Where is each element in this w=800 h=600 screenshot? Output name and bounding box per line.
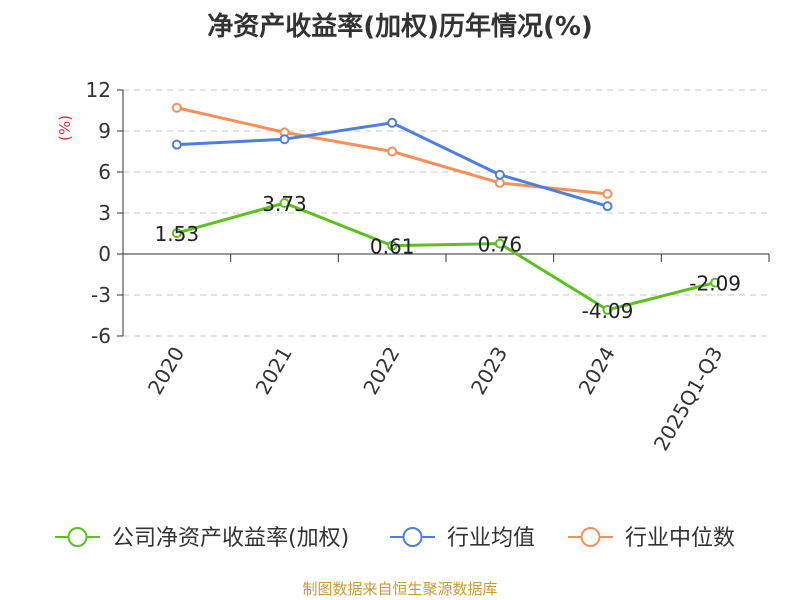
data-label: -4.09: [582, 299, 634, 323]
y-tick-label: 0: [98, 242, 111, 266]
x-tick-label: 2024: [574, 343, 620, 399]
chart-title: 净资产收益率(加权)历年情况(%): [207, 12, 593, 42]
data-point: [602, 188, 613, 199]
data-point: [279, 198, 290, 209]
data-point: [602, 304, 613, 315]
y-tick-label: -6: [91, 324, 111, 348]
legend-label: 行业中位数: [625, 526, 735, 551]
data-point: [387, 240, 398, 251]
y-tick-label: -3: [91, 283, 111, 307]
data-point: [494, 169, 505, 180]
y-tick-label: 12: [86, 78, 111, 102]
data-label: 3.73: [262, 192, 307, 216]
legend-marker: [67, 527, 88, 547]
data-point: [710, 277, 721, 288]
data-point: [171, 102, 182, 113]
x-tick-label: 2022: [358, 343, 404, 399]
legend-label: 行业均值: [447, 526, 535, 551]
data-point: [494, 238, 505, 249]
data-label: 1.53: [155, 222, 200, 246]
data-label: 0.61: [370, 235, 415, 259]
data-point: [387, 117, 398, 128]
data-point: [171, 139, 182, 150]
y-tick-label: 6: [98, 160, 111, 184]
data-point: [279, 134, 290, 145]
x-tick-label: 2021: [251, 343, 297, 399]
legend-marker: [580, 527, 601, 547]
data-source-note: 制图数据来自恒生聚源数据库: [302, 580, 498, 598]
data-label: -2.09: [689, 272, 741, 296]
data-point: [494, 177, 505, 188]
series-line: [176, 121, 608, 208]
data-label: 0.76: [478, 233, 523, 257]
data-point: [602, 201, 613, 212]
data-point: [387, 146, 398, 157]
series-line: [176, 201, 716, 312]
data-point: [171, 228, 182, 239]
y-axis-unit-label: (%): [56, 115, 74, 141]
x-tick-label: 2023: [466, 343, 512, 399]
legend-label: 公司净资产收益率(加权): [112, 526, 349, 551]
x-tick-label: 2020: [143, 343, 189, 399]
x-tick-label: 2025Q1-Q3: [649, 343, 728, 455]
y-tick-label: 3: [98, 201, 111, 225]
legend-marker: [402, 527, 423, 547]
y-tick-label: 9: [98, 119, 111, 143]
